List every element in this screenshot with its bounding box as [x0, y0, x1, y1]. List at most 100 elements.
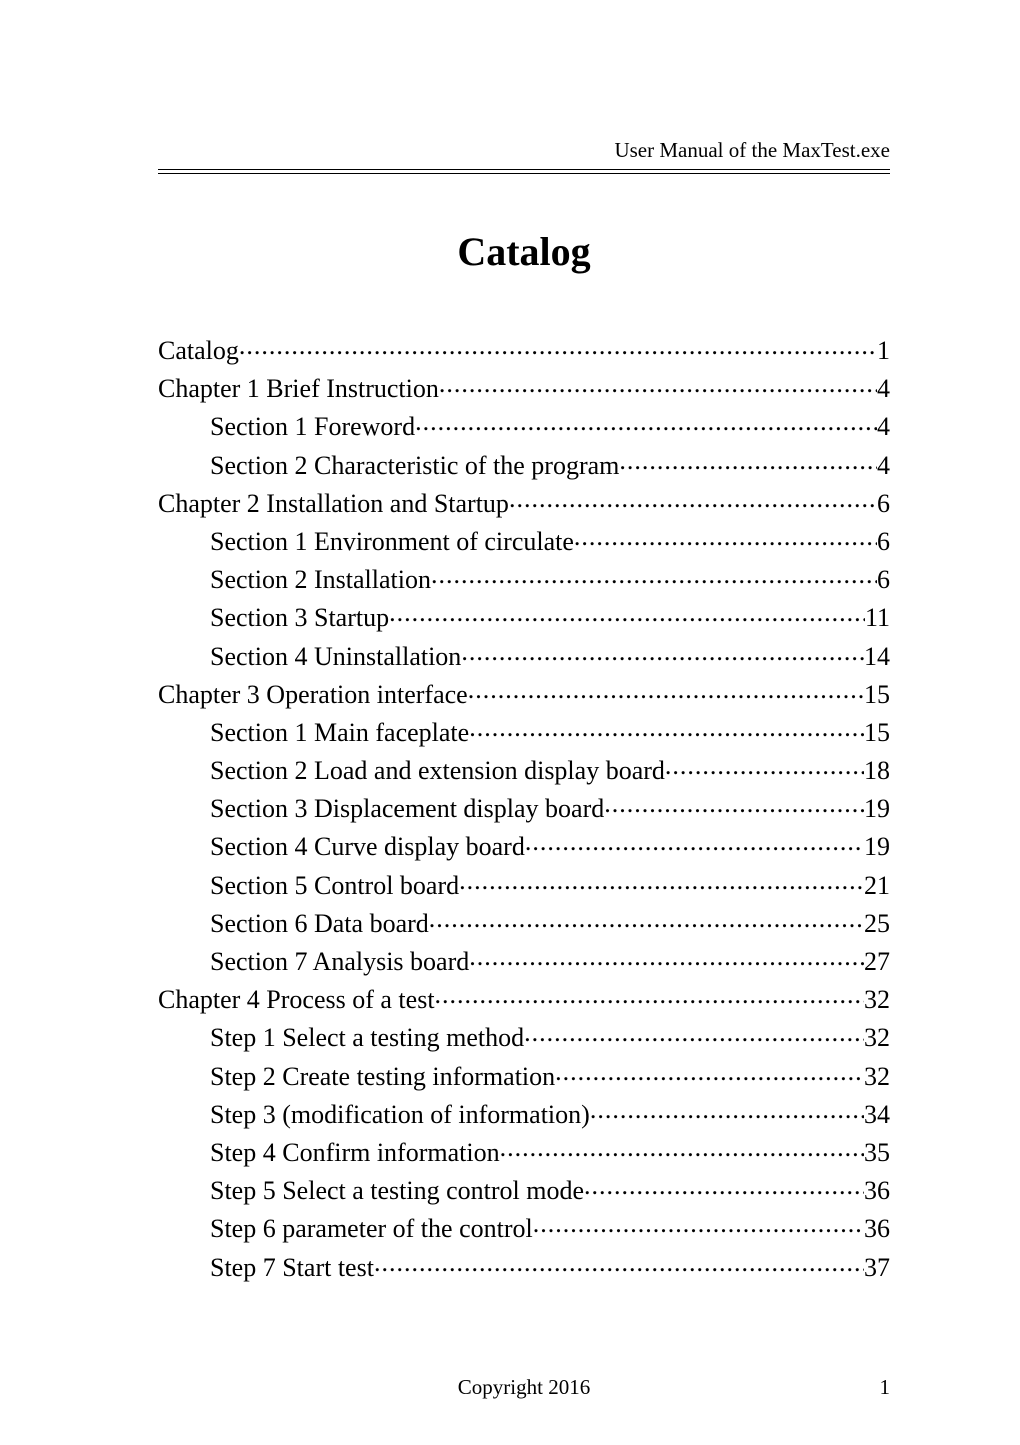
toc-leader-dots [415, 409, 877, 435]
toc-entry: Step 3 (modification of information) 34 [158, 1097, 890, 1128]
toc-entry-label: Chapter 2 Installation and Startup [158, 491, 509, 517]
toc-entry-label: Step 5 Select a testing control mode [210, 1178, 584, 1204]
toc-entry-page: 25 [864, 911, 890, 937]
toc-entry-page: 21 [864, 873, 890, 899]
toc-leader-dots [524, 1020, 864, 1046]
table-of-contents: Catalog1Chapter 1 Brief Instruction4Sect… [158, 333, 890, 1281]
toc-leader-dots [665, 753, 864, 779]
toc-entry-label: Section 6 Data board [210, 911, 429, 937]
document-page: User Manual of the MaxTest.exe Catalog C… [0, 0, 1020, 1445]
toc-entry: Section 2 Installation 6 [158, 562, 890, 593]
toc-entry: Section 2 Load and extension display boa… [158, 753, 890, 784]
toc-entry-label: Section 2 Load and extension display boa… [210, 758, 665, 784]
toc-entry-label: Section 4 Curve display board [210, 834, 525, 860]
toc-leader-dots [584, 1173, 864, 1199]
toc-leader-dots [439, 371, 877, 397]
toc-leader-dots [604, 791, 864, 817]
toc-entry-page: 6 [877, 491, 890, 517]
toc-entry-page: 32 [864, 1025, 890, 1051]
toc-leader-dots [374, 1250, 864, 1276]
toc-leader-dots [590, 1097, 864, 1123]
toc-leader-dots [389, 600, 865, 626]
toc-entry: Chapter 3 Operation interface 15 [158, 677, 890, 708]
toc-entry-page: 4 [877, 414, 890, 440]
toc-entry-page: 6 [877, 529, 890, 555]
toc-entry-page: 14 [864, 644, 890, 670]
toc-entry-label: Section 1 Main faceplate [210, 720, 469, 746]
toc-leader-dots [619, 448, 877, 474]
toc-entry-label: Section 3 Displacement display board [210, 796, 604, 822]
toc-entry-label: Step 7 Start test [210, 1255, 374, 1281]
toc-entry: Chapter 4 Process of a test 32 [158, 982, 890, 1013]
toc-leader-dots [500, 1135, 864, 1161]
toc-leader-dots [469, 944, 864, 970]
toc-leader-dots [555, 1059, 864, 1085]
page-title: Catalog [158, 228, 890, 275]
header-text: User Manual of the MaxTest.exe [614, 138, 890, 162]
toc-entry: Section 4 Curve display board 19 [158, 829, 890, 860]
toc-entry-page: 34 [864, 1102, 890, 1128]
toc-leader-dots [469, 715, 864, 741]
page-header: User Manual of the MaxTest.exe [158, 138, 890, 170]
toc-entry-label: Chapter 4 Process of a test [158, 987, 435, 1013]
toc-entry: Section 1 Foreword4 [158, 409, 890, 440]
toc-entry-label: Chapter 1 Brief Instruction [158, 376, 439, 402]
toc-entry-page: 35 [864, 1140, 890, 1166]
toc-entry-page: 36 [864, 1216, 890, 1242]
toc-entry: Section 3 Startup 11 [158, 600, 890, 631]
toc-leader-dots [461, 639, 864, 665]
toc-entry: Step 5 Select a testing control mode 36 [158, 1173, 890, 1204]
toc-entry-page: 27 [864, 949, 890, 975]
toc-leader-dots [431, 562, 877, 588]
toc-leader-dots [239, 333, 877, 359]
toc-entry-page: 15 [864, 720, 890, 746]
toc-entry: Section 3 Displacement display board 19 [158, 791, 890, 822]
toc-entry-page: 1 [877, 338, 890, 364]
toc-entry: Section 7 Analysis board 27 [158, 944, 890, 975]
toc-entry-label: Chapter 3 Operation interface [158, 682, 468, 708]
toc-entry-label: Step 3 (modification of information) [210, 1102, 590, 1128]
toc-leader-dots [574, 524, 877, 550]
toc-entry-label: Step 6 parameter of the control [210, 1216, 533, 1242]
toc-entry-label: Section 2 Characteristic of the program [210, 453, 619, 479]
toc-entry-label: Section 7 Analysis board [210, 949, 469, 975]
toc-leader-dots [468, 677, 864, 703]
toc-entry-label: Section 3 Startup [210, 605, 389, 631]
toc-entry-label: Catalog [158, 338, 239, 364]
toc-entry-page: 36 [864, 1178, 890, 1204]
toc-entry-label: Section 5 Control board [210, 873, 459, 899]
toc-entry: Step 2 Create testing information32 [158, 1059, 890, 1090]
toc-leader-dots [509, 486, 877, 512]
toc-entry-page: 6 [877, 567, 890, 593]
toc-entry: Catalog 1 [158, 333, 890, 364]
toc-entry-label: Section 2 Installation [210, 567, 431, 593]
toc-entry-page: 19 [864, 834, 890, 860]
toc-leader-dots [533, 1211, 864, 1237]
toc-entry-label: Step 2 Create testing information [210, 1064, 555, 1090]
toc-entry: Section 5 Control board 21 [158, 868, 890, 899]
toc-entry-page: 4 [877, 453, 890, 479]
footer-copyright: Copyright 2016 [458, 1375, 590, 1400]
toc-entry-page: 18 [864, 758, 890, 784]
toc-entry: Step 4 Confirm information 35 [158, 1135, 890, 1166]
toc-entry: Step 1 Select a testing method32 [158, 1020, 890, 1051]
toc-entry: Section 1 Main faceplate 15 [158, 715, 890, 746]
toc-entry-page: 4 [877, 376, 890, 402]
toc-leader-dots [459, 868, 864, 894]
toc-entry: Section 4 Uninstallation 14 [158, 639, 890, 670]
toc-entry-page: 32 [864, 987, 890, 1013]
toc-leader-dots [435, 982, 864, 1008]
toc-entry: Section 6 Data board 25 [158, 906, 890, 937]
toc-leader-dots [429, 906, 864, 932]
toc-entry: Section 2 Characteristic of the program 4 [158, 448, 890, 479]
toc-entry-label: Section 1 Environment of circulate [210, 529, 574, 555]
toc-entry: Step 7 Start test 37 [158, 1250, 890, 1281]
toc-entry-label: Step 4 Confirm information [210, 1140, 500, 1166]
toc-entry-page: 19 [864, 796, 890, 822]
toc-entry-page: 15 [864, 682, 890, 708]
toc-entry-label: Section 4 Uninstallation [210, 644, 461, 670]
toc-entry-page: 11 [865, 605, 890, 631]
toc-entry-page: 37 [864, 1255, 890, 1281]
footer-page-number: 1 [880, 1375, 891, 1400]
toc-entry: Section 1 Environment of circulate 6 [158, 524, 890, 555]
